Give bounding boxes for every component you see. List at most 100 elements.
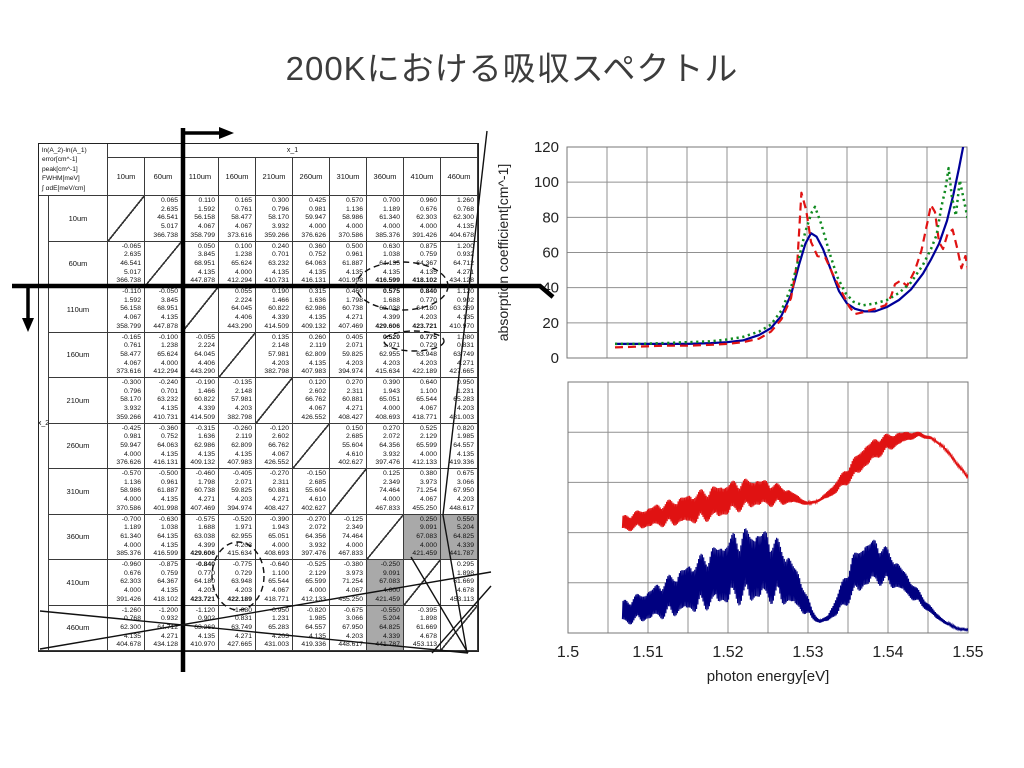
row-header: 460um <box>49 605 108 651</box>
green-dotted-curve <box>615 166 967 346</box>
table-cell: -0.640 1.100 65.544 4.067 418.771 <box>256 560 293 606</box>
table-cell: -0.065 2.635 46.541 5.017 366.738 <box>108 241 145 287</box>
row-header: 160um <box>49 332 108 378</box>
table-cell: -0.840 0.770 64.180 4.203 423.721 <box>182 560 219 606</box>
table-cell: -1.260 0.768 62.300 4.135 404.678 <box>108 605 145 651</box>
row-header: 310um <box>49 469 108 515</box>
table-cell <box>441 605 478 651</box>
table-cell: -0.460 1.798 60.738 4.271 407.469 <box>182 469 219 515</box>
table-cell: -0.700 1.189 61.340 4.000 385.376 <box>108 514 145 560</box>
table-cell: 0.840 0.770 64.180 4.203 423.721 <box>404 287 441 333</box>
table-cell: 0.460 1.798 60.738 4.271 407.469 <box>330 287 367 333</box>
row-header: 260um <box>49 423 108 469</box>
table-cell: 0.240 0.701 63.232 4.135 410.731 <box>256 241 293 287</box>
table-cell: 0.270 2.311 60.881 4.271 408.427 <box>330 378 367 424</box>
table-cell: -0.775 0.729 63.948 4.203 422.189 <box>219 560 256 606</box>
table-cell: 0.135 2.148 57.981 4.203 382.798 <box>256 332 293 378</box>
table-cell: -0.250 9.091 67.083 4.000 421.459 <box>367 560 404 606</box>
table-cell: 0.525 2.129 65.599 4.000 412.133 <box>404 423 441 469</box>
table-cell: -0.190 1.466 60.822 4.339 414.509 <box>182 378 219 424</box>
y-tick-label: 100 <box>534 174 559 191</box>
table-cell: 0.820 1.985 64.557 4.135 419.336 <box>441 423 478 469</box>
table-cell: 0.360 0.752 64.063 4.135 416.131 <box>293 241 330 287</box>
table-cell: -0.425 0.981 59.947 4.000 376.626 <box>108 423 145 469</box>
table-cell: 0.250 9.091 67.083 4.000 421.459 <box>404 514 441 560</box>
table-cell: -1.120 0.902 63.269 4.135 410.970 <box>182 605 219 651</box>
blue-solid-curve <box>615 147 965 345</box>
table-cell: -0.575 1.688 63.038 4.399 429.606 <box>182 514 219 560</box>
table-cell: 0.300 0.796 58.170 3.932 359.266 <box>256 196 293 242</box>
table-cell <box>219 332 256 378</box>
row-header: 60um <box>49 241 108 287</box>
table-cell <box>293 423 330 469</box>
table-cell: 0.050 3.845 68.951 4.135 447.878 <box>182 241 219 287</box>
table-quantity-legend: ln(A_2)-ln(A_1) error[cm^-1] peak[cm^-1] FW… <box>39 144 108 196</box>
x-tick-label: 1.51 <box>632 644 663 661</box>
table-cell: -0.270 2.072 64.356 3.932 397.476 <box>293 514 330 560</box>
table-cell: -0.270 2.311 60.881 4.271 408.427 <box>256 469 293 515</box>
x-tick-label: 1.53 <box>792 644 823 661</box>
table-cell: 0.875 0.759 64.367 4.135 418.102 <box>404 241 441 287</box>
table-cell: 0.570 1.136 58.986 4.000 370.586 <box>330 196 367 242</box>
right-arrow-head-icon <box>219 127 234 139</box>
y-tick-label: 40 <box>542 280 559 297</box>
table-cell: -0.960 0.676 62.303 4.000 391.426 <box>108 560 145 606</box>
y-tick-label: 20 <box>542 315 559 332</box>
column-header: 410um <box>404 158 441 196</box>
y-tick-label: 120 <box>534 139 559 156</box>
column-header: 60um <box>145 158 182 196</box>
column-header: 160um <box>219 158 256 196</box>
x-tick-label: 1.55 <box>952 644 983 661</box>
table-cell: 0.550 5.204 64.825 4.339 441.787 <box>441 514 478 560</box>
table-cell: 0.315 1.636 62.986 4.135 409.132 <box>293 287 330 333</box>
row-header: 360um <box>49 514 108 560</box>
table-cell <box>145 241 182 287</box>
row-header: 410um <box>49 560 108 606</box>
table-cell: 0.520 1.971 62.955 4.203 415.634 <box>367 332 404 378</box>
table-cell: -0.630 1.038 64.135 4.135 416.599 <box>145 514 182 560</box>
table-cell: -0.260 2.119 62.809 4.135 407.983 <box>219 423 256 469</box>
table-cell: 0.190 1.466 60.822 4.339 414.509 <box>256 287 293 333</box>
table-cell: 0.630 1.038 64.135 4.135 416.599 <box>367 241 404 287</box>
table-cell: 0.065 2.635 46.541 5.017 366.738 <box>145 196 182 242</box>
x1-axis-label: x_1 <box>108 144 478 158</box>
absorption-chart: 0 20 40 60 80 100 120 absorption coefficient[cm… <box>495 139 968 367</box>
table-cell: 0.700 1.189 61.340 4.000 385.376 <box>367 196 404 242</box>
x-axis-title: photon energy[eV] <box>707 668 830 685</box>
table-cell: -0.405 2.071 59.825 4.203 394.974 <box>219 469 256 515</box>
table-cell: 0.260 2.119 62.809 4.135 407.983 <box>293 332 330 378</box>
y-axis-title: absorption coefficient[cm^-1] <box>495 164 511 342</box>
down-arrow-head-icon <box>22 318 34 332</box>
table-cell: -0.055 2.224 64.045 4.406 443.290 <box>182 332 219 378</box>
column-header: 460um <box>441 158 478 196</box>
table-cell: -0.240 0.701 63.232 4.135 410.731 <box>145 378 182 424</box>
blue-fringed-spectrum-curve <box>621 528 968 633</box>
table-cell: -0.500 0.961 61.887 4.135 401.998 <box>145 469 182 515</box>
table-cell: 1.260 0.768 62.300 4.135 404.678 <box>441 196 478 242</box>
table-cell: 0.950 1.231 65.283 4.203 431.003 <box>441 378 478 424</box>
y-tick-label: 60 <box>542 245 559 262</box>
table-cell: -0.110 1.592 56.158 4.067 358.799 <box>108 287 145 333</box>
table-cell <box>330 469 367 515</box>
table-cell <box>367 514 404 560</box>
table-cell: -0.570 1.136 58.986 4.000 370.586 <box>108 469 145 515</box>
table-cell: -0.520 1.971 62.955 4.203 415.634 <box>219 514 256 560</box>
table-cell: -0.135 2.148 57.981 4.203 382.798 <box>219 378 256 424</box>
table-cell: 0.775 0.729 63.948 4.203 422.189 <box>404 332 441 378</box>
table-cell: 0.270 2.072 64.356 3.932 397.476 <box>367 423 404 469</box>
table-cell <box>108 196 145 242</box>
column-header: 10um <box>108 158 145 196</box>
table-cell: 0.960 0.676 62.303 4.000 391.426 <box>404 196 441 242</box>
red-fringed-spectrum-curve <box>621 431 968 532</box>
table-cell: 0.120 2.602 66.762 4.067 426.552 <box>293 378 330 424</box>
table-cell: 0.390 1.943 65.051 4.000 408.693 <box>367 378 404 424</box>
table-cell: -0.390 1.943 65.051 4.000 408.693 <box>256 514 293 560</box>
table-cell <box>182 287 219 333</box>
table-cell: -0.395 1.898 61.669 4.678 453.113 <box>404 605 441 651</box>
slide-title: 200Kにおける吸収スペクトル <box>285 50 739 87</box>
table-cell: 0.380 3.973 71.254 4.067 455.250 <box>404 469 441 515</box>
y-tick-label: 80 <box>542 209 559 226</box>
table-cell: 0.405 2.071 59.825 4.203 394.974 <box>330 332 367 378</box>
table-cell: -1.080 0.831 63.749 4.271 427.665 <box>219 605 256 651</box>
